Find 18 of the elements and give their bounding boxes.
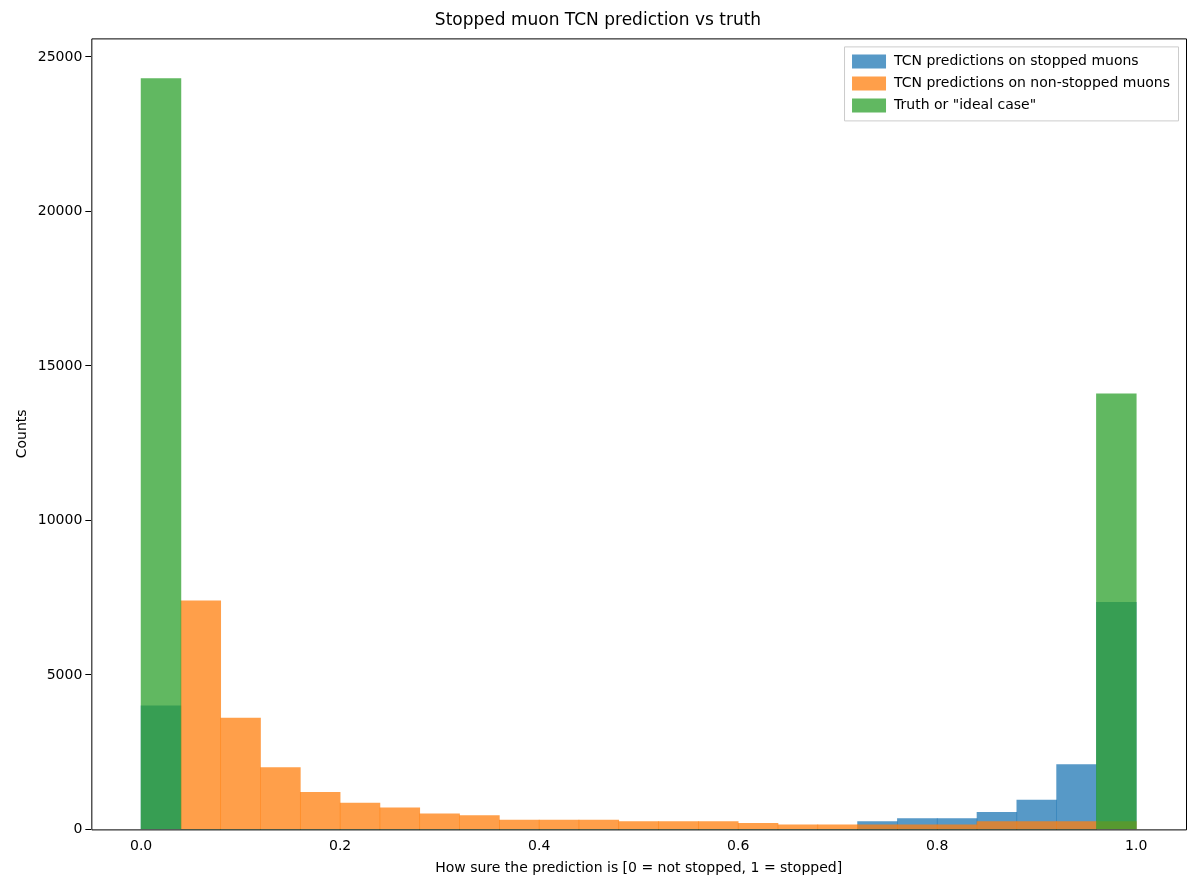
x-tick-label: 0.2 xyxy=(328,837,352,854)
x-tick-label: 0.0 xyxy=(129,837,153,854)
x-tick-label: 0.6 xyxy=(727,837,750,854)
y-tick-label: 15000 xyxy=(37,356,83,373)
y-tick-label: 10000 xyxy=(37,511,83,528)
x-tick-label: 0.8 xyxy=(926,837,949,854)
y-tick-label: 20000 xyxy=(37,202,83,219)
legend-label: TCN predictions on non-stopped muons xyxy=(893,74,1170,91)
y-tick-label: 5000 xyxy=(46,665,83,682)
y-axis-title: Counts xyxy=(13,409,30,459)
x-tick-label: 0.4 xyxy=(528,837,551,854)
y-tick-label: 0 xyxy=(73,820,83,837)
legend-label: TCN predictions on stopped muons xyxy=(893,52,1139,69)
legend-label: Truth or "ideal case" xyxy=(893,96,1037,113)
x-axis-title: How sure the prediction is [0 = not stopped, 1 = stopped] xyxy=(435,859,843,876)
x-tick-label: 1.0 xyxy=(1125,837,1148,854)
chart-title: Stopped muon TCN prediction vs truth xyxy=(434,8,762,29)
y-tick-label: 25000 xyxy=(37,47,83,64)
